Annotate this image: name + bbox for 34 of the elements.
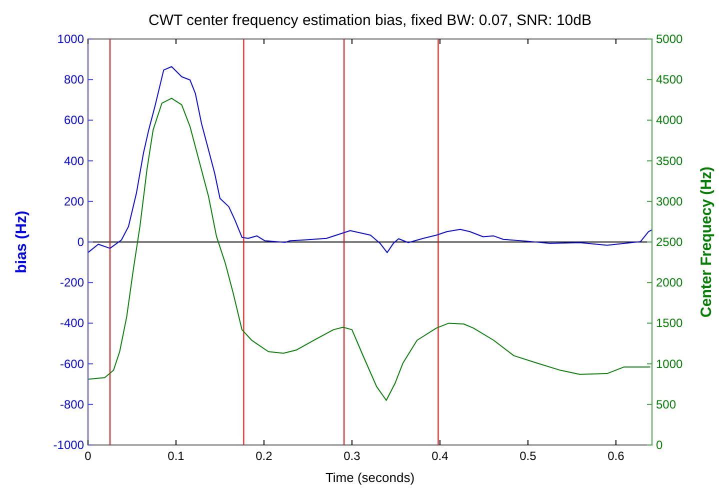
y2-tick-label: 4000 — [656, 113, 684, 128]
y-tick-label: -1000 — [53, 438, 84, 452]
y2-tick-label: 2500 — [656, 235, 684, 249]
y-axis-title: bias (Hz) — [13, 210, 30, 274]
line-series — [88, 66, 652, 254]
y-tick-label: -800 — [60, 397, 84, 412]
x-tick-label: 0.4 — [432, 449, 449, 463]
y2-tick-label: 1000 — [656, 356, 684, 371]
x-tick-label: 0.6 — [608, 449, 625, 463]
y2-tick-label: 5000 — [656, 32, 684, 46]
y-tick-label: 400 — [64, 154, 84, 168]
y-tick-label: 600 — [64, 113, 84, 128]
y-tick-label: -200 — [60, 276, 84, 290]
y2-tick-label: 500 — [656, 397, 676, 412]
chart-title: CWT center frequency estimation bias, fixed BW: 0.07, SNR: 10dB — [148, 12, 592, 29]
y2-tick-label: 0 — [656, 438, 663, 452]
y2-tick-label: 4500 — [656, 72, 684, 87]
y2-tick-label: 2000 — [656, 276, 684, 290]
x-axis-title: Time (seconds) — [325, 470, 415, 485]
y-tick-label: 1000 — [57, 32, 84, 46]
y2-tick-label: 3000 — [656, 194, 684, 208]
y-tick-label: 0 — [77, 235, 84, 249]
y-tick-label: 800 — [64, 72, 84, 87]
line-series — [88, 98, 651, 401]
y-tick-label: 200 — [64, 194, 84, 208]
y-tick-label: -400 — [60, 316, 84, 330]
y2-tick-label: 3500 — [656, 154, 684, 168]
y2-axis-title: Center Frequecy (Hz) — [698, 166, 715, 318]
x-tick-label: 0.1 — [168, 449, 185, 463]
x-tick-label: 0.3 — [344, 449, 361, 463]
y2-tick-label: 1500 — [656, 316, 684, 330]
x-tick-label: 0.2 — [256, 449, 273, 463]
y-tick-label: -600 — [60, 356, 84, 371]
x-tick-label: 0.5 — [520, 449, 537, 463]
